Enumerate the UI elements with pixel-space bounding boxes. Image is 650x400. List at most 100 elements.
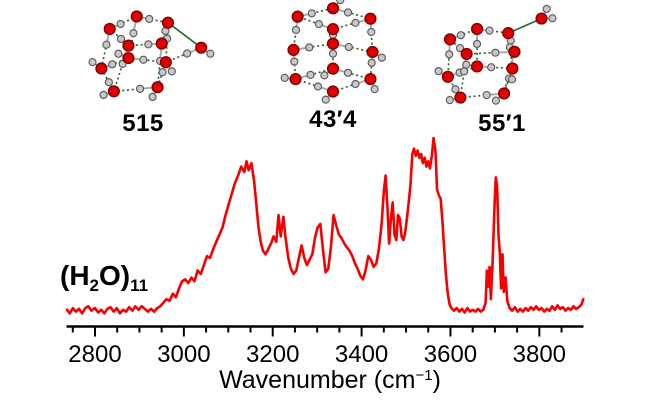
hydrogen-atom [145,14,154,24]
oxygen-atom [95,62,108,75]
molecule-551-label: 55′1 [478,110,526,137]
spectrum-trace [65,136,585,315]
hydrogen-atom [460,67,469,76]
hydrogen-atom [482,90,491,100]
formula-subscript: 11 [130,276,149,295]
cluster-formula-label: (H2O)11 [60,260,148,296]
hydrogen-atom [434,67,443,76]
hydrogen-atom [491,48,500,57]
formula-part: O) [99,260,131,291]
hydrogen-bond [466,51,515,55]
molecule-551: 55′1 [427,4,577,138]
hydrogen-atom [344,42,353,52]
hydrogen-atom [370,85,379,94]
hydrogen-atom [182,49,192,58]
hydrogen-atom [306,70,315,79]
hydrogen-atom [313,82,323,91]
oxygen-atom [122,39,135,52]
hydrogen-atom [351,18,360,27]
oxygen-atom [366,45,379,59]
molecule-434: 43′4 [258,0,408,134]
molecule-515-structure-icon [88,10,215,102]
oxygen-atom [161,16,175,29]
hydrogen-atom [451,85,460,94]
axis-title-part: ) [432,366,441,394]
oxygen-atom [326,85,340,98]
hydrogen-atom [456,31,465,40]
oxygen-atom [151,81,164,94]
molecule-434-structure-icon [280,0,386,104]
hydrogen-atom [158,68,167,77]
oxygen-atom [364,72,377,86]
hydrogen-bond [113,45,130,92]
oxygen-atom [103,22,116,36]
hydrogen-atom [116,19,125,29]
hydrogen-atom [99,90,108,100]
hydrogen-atom [445,50,454,59]
hydrogen-atom [148,92,157,102]
oxygen-atom [441,70,455,83]
molecule-515-label: 515 [122,110,164,137]
hydrogen-atom [280,73,289,83]
oxygen-atom [130,10,143,23]
x-axis-tick-label: 3600 [424,341,477,368]
oxygen-atom [470,60,484,73]
hydrogen-atom [321,95,330,104]
hydrogen-atom [104,78,113,87]
hydrogen-bond [167,22,202,49]
oxygen-atom [287,43,300,57]
molecule-515: 515 [68,4,218,138]
formula-subscript: 2 [89,276,100,295]
hydrogen-atom [472,39,482,49]
oxygen-atom [460,47,473,61]
oxygen-atom [535,12,548,25]
oxygen-atom [364,12,377,25]
oxygen-atom [326,2,340,15]
molecule-434-label: 43′4 [309,106,357,133]
oxygen-atom [454,91,467,104]
oxygen-atom [443,33,457,46]
oxygen-atom [155,37,168,50]
hydrogen-atom [455,43,465,53]
oxygen-atom [195,41,208,54]
oxygen-atom [506,62,519,75]
hydrogen-atom [343,8,353,17]
hydrogen-atom [139,55,148,64]
x-axis-tick-label: 2800 [68,341,121,368]
hydrogen-atom [116,34,126,44]
hydrogen-atom [507,75,517,84]
hydrogen-atom [102,40,111,49]
oxygen-atom [508,45,521,58]
hydrogen-atom [290,57,299,66]
oxygen-atom [326,62,340,75]
hydrogen-atom [167,67,176,76]
oxygen-atom [326,23,340,36]
hydrogen-atom [108,60,117,69]
hydrogen-atom [328,49,338,58]
hydrogen-atom [305,43,314,52]
hydrogen-atom [445,96,454,105]
hydrogen-atom [367,27,376,37]
hydrogen-atom [487,63,496,72]
x-axis-tick-label: 3200 [246,341,299,368]
hydrogen-atom [377,53,386,62]
hydrogen-atom [88,58,97,67]
hydrogen-atom [307,9,316,18]
hydrogen-atom [129,29,138,38]
oxygen-atom [326,37,340,50]
oxygen-atom [289,72,302,86]
oxygen-atom [291,10,304,23]
hydrogen-atom [320,71,329,80]
hydrogen-atom [485,26,494,35]
oxygen-atom [107,85,120,98]
hydrogen-atom [491,96,500,105]
hydrogen-atom [206,49,215,58]
hydrogen-atom [144,40,153,49]
oxygen-atom [159,56,172,69]
oxygen-atom [502,27,515,40]
hydrogen-atom [114,49,123,58]
hydrogen-atom [343,68,353,77]
formula-part: (H [60,260,90,291]
